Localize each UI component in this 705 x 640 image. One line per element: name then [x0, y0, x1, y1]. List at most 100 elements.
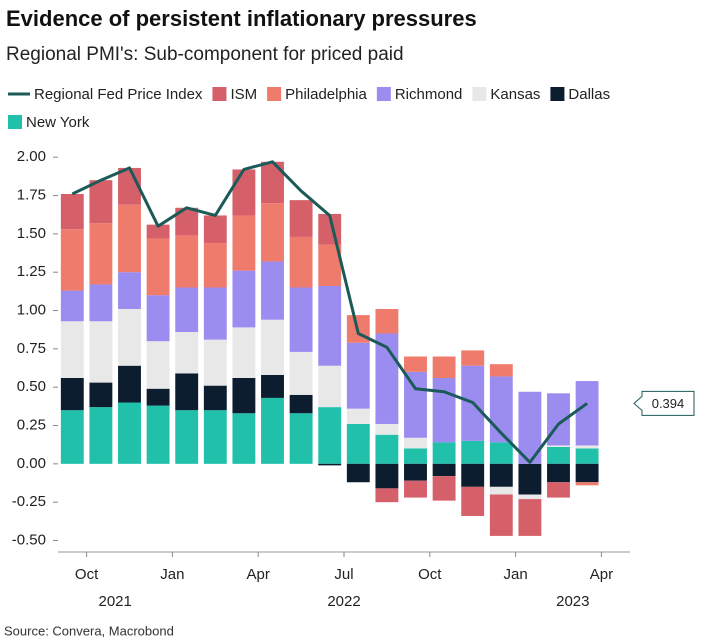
x-tick-label: Jan [160, 566, 184, 583]
y-tick-label: 0.75 [17, 340, 46, 357]
bar-segment [261, 374, 284, 398]
bar-segment [89, 180, 113, 224]
bar-segment [261, 397, 284, 464]
bar-segment [404, 371, 427, 438]
bar-segment [289, 236, 313, 288]
bar-segment [118, 204, 141, 273]
bar-segment [175, 287, 199, 332]
bar-segment [489, 494, 513, 536]
bar-segment [489, 486, 513, 495]
x-tick-label: Jan [504, 566, 528, 583]
bar-segment [175, 373, 199, 411]
bar-segment [203, 243, 227, 288]
bar-segment [346, 408, 370, 424]
bar-segment [432, 463, 456, 477]
legend-label: ISM [230, 86, 257, 103]
bar-segment [318, 365, 342, 408]
bar-segment [375, 488, 399, 503]
y-tick-label: -0.25 [12, 493, 46, 510]
legend-swatch [8, 115, 22, 129]
bar-segment [461, 463, 485, 487]
value-label: 0.394 [652, 396, 685, 411]
bar-segment [60, 377, 84, 411]
x-tick-label: Jul [334, 566, 353, 583]
bar-segment [60, 410, 84, 464]
bar-segment [175, 410, 199, 464]
bar-segment [89, 223, 113, 285]
bar-segment [175, 207, 199, 236]
y-tick-label: 1.25 [17, 263, 46, 280]
bar-segment [118, 308, 141, 366]
x-tick-label: Oct [418, 566, 442, 583]
bar-segment [89, 321, 113, 383]
bar-segment [146, 224, 170, 239]
bar-segment [461, 440, 485, 464]
bar-segment [89, 382, 113, 408]
bar-segment [518, 494, 542, 500]
legend-label: Richmond [395, 86, 463, 103]
x-year-label: 2021 [99, 593, 132, 610]
bar-segment [289, 413, 313, 464]
legend-label: Dallas [568, 86, 610, 103]
bar-segment [146, 295, 170, 342]
bar-segment [318, 407, 342, 464]
bar-segment [432, 442, 456, 464]
bar-segment [375, 463, 399, 489]
bar-segment [232, 215, 256, 271]
bar-segment [489, 364, 513, 377]
bar-segment [232, 327, 256, 378]
bar-segment [547, 463, 570, 483]
bar-segment [89, 407, 113, 464]
legend-swatch [212, 87, 227, 101]
bar-segment [404, 437, 427, 449]
bar-segment [575, 381, 599, 446]
bar-segment [146, 388, 170, 406]
bar-segment [203, 215, 227, 244]
bar-segment [575, 448, 599, 464]
bar-segment [118, 402, 141, 464]
bar-segment [146, 341, 170, 389]
legend-label: Kansas [490, 86, 540, 103]
bar-segment [318, 285, 342, 366]
bar-segment [375, 434, 399, 464]
y-tick-label: 2.00 [17, 148, 46, 165]
y-tick-label: 1.00 [17, 301, 46, 318]
bar-segment [203, 287, 227, 340]
callout-box [633, 390, 695, 416]
bar-segment [146, 405, 170, 464]
legend-swatch [267, 87, 282, 101]
bar-segment [203, 410, 227, 464]
source: Source: Convera, Macrobond [4, 623, 174, 638]
bar-segment [432, 377, 456, 443]
bar-segment [289, 394, 313, 414]
bar-segment [60, 321, 84, 378]
bar-segment [547, 482, 570, 498]
bar-segment [261, 319, 284, 375]
bar-segment [118, 272, 141, 309]
bar-segment [232, 377, 256, 414]
bar-segment [404, 480, 427, 498]
bar-segment [375, 423, 399, 435]
bar-segment [232, 169, 256, 216]
legend-swatch [376, 87, 391, 101]
bar-segment [289, 200, 313, 237]
bar-segment [60, 229, 84, 291]
x-tick-label: Apr [247, 566, 270, 583]
bar-segment [575, 482, 599, 486]
y-tick-label: -0.50 [12, 531, 46, 548]
bar-segment [489, 442, 513, 464]
bar-segment [318, 244, 342, 286]
bar-segment [261, 261, 284, 320]
bar-segment [489, 463, 513, 487]
bar-segment [375, 308, 399, 334]
bar-segment [575, 463, 599, 483]
y-tick-label: 0.25 [17, 416, 46, 433]
legend-swatch [472, 87, 487, 101]
bar-segment [232, 413, 256, 464]
bar-segment [518, 499, 542, 536]
bar-segment [118, 365, 141, 403]
chart-title: Evidence of persistent inflationary pres… [6, 6, 477, 31]
bar-segment [432, 476, 456, 501]
